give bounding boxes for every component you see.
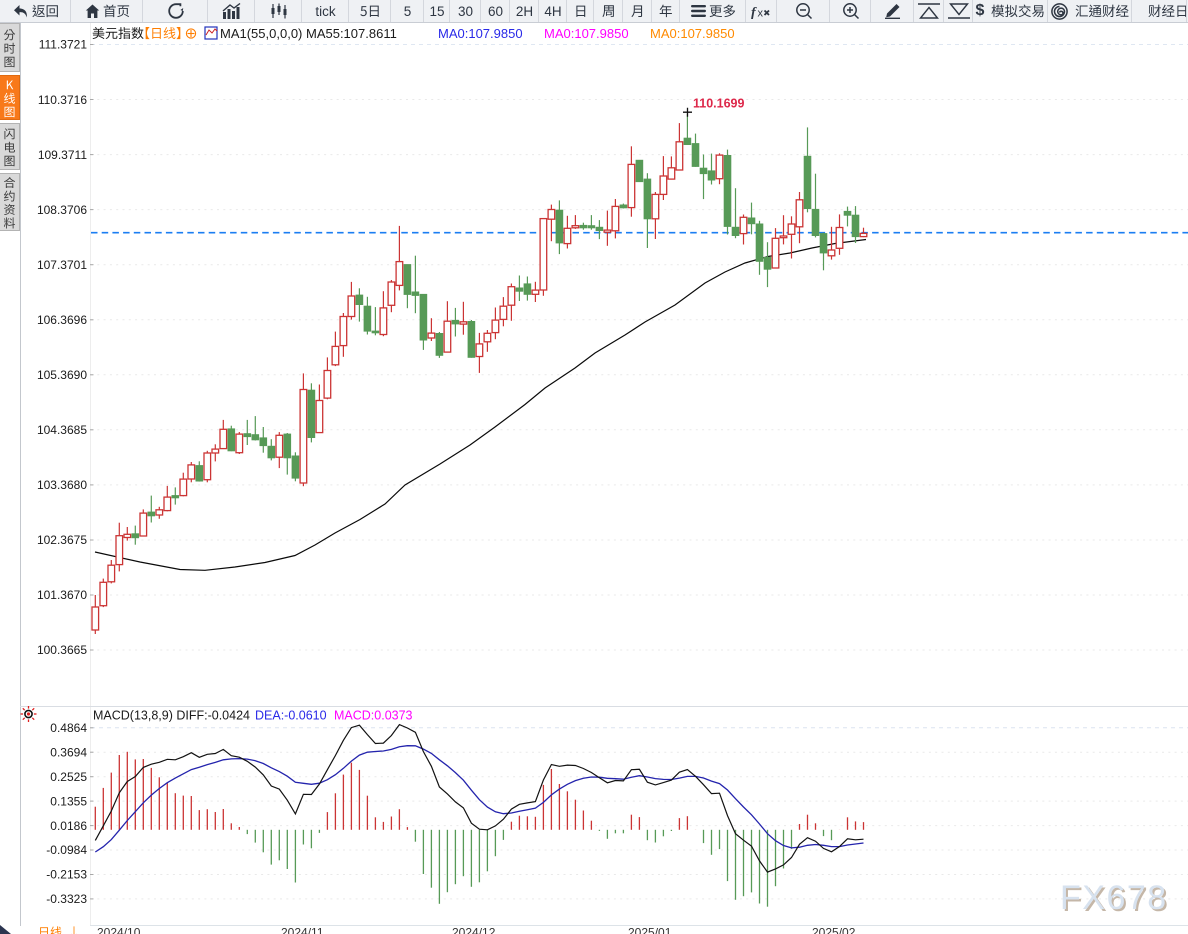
svg-text:MA0:107.9850: MA0:107.9850 [544,26,629,41]
svg-text:104.3685: 104.3685 [37,423,87,437]
svg-text:2025/02: 2025/02 [812,926,856,934]
svg-text:0.4864: 0.4864 [50,721,87,735]
svg-text:MACD:0.0373: MACD:0.0373 [334,709,413,723]
svg-text:0.2525: 0.2525 [50,770,87,784]
svg-text:106.3696: 106.3696 [37,313,87,327]
svg-text:MA0:107.9850: MA0:107.9850 [438,26,523,41]
svg-text:102.3675: 102.3675 [37,533,87,547]
svg-text:108.3706: 108.3706 [37,203,87,217]
svg-text:110.3716: 110.3716 [38,93,87,107]
svg-text:FX678: FX678 [1060,879,1168,917]
svg-text:MA0:107.9850: MA0:107.9850 [650,26,735,41]
svg-text:110.1699: 110.1699 [693,97,744,111]
svg-text:MACD(13,8,9) DIFF:-0.0424: MACD(13,8,9) DIFF:-0.0424 [93,709,250,723]
svg-text:111.3721: 111.3721 [39,38,88,52]
svg-text:FX678: FX678 [1062,881,1170,919]
svg-text:0.3694: 0.3694 [50,746,87,760]
svg-text:x: x [757,7,763,19]
svg-text:105.3690: 105.3690 [37,368,87,382]
svg-text:2024/10: 2024/10 [97,926,141,934]
svg-text:f: f [751,5,757,19]
svg-text:103.3680: 103.3680 [37,478,87,492]
svg-text:-0.3323: -0.3323 [46,892,87,906]
svg-text:DEA:-0.0610: DEA:-0.0610 [255,709,327,723]
svg-text:2024/11: 2024/11 [281,926,324,934]
svg-text:107.3701: 107.3701 [37,258,87,272]
svg-text:-0.0984: -0.0984 [46,843,87,857]
svg-text:0.0186: 0.0186 [50,819,87,833]
svg-text:2024/12: 2024/12 [452,926,496,934]
svg-text:2025/01: 2025/01 [628,926,672,934]
svg-text:-0.2153: -0.2153 [46,868,87,882]
svg-text:MA1(55,0,0,0) MA55:107.8611: MA1(55,0,0,0) MA55:107.8611 [220,26,397,41]
svg-text:109.3711: 109.3711 [38,148,87,162]
svg-text:0.1355: 0.1355 [50,794,87,808]
svg-text:100.3665: 100.3665 [37,643,87,657]
svg-text:101.3670: 101.3670 [37,588,87,602]
